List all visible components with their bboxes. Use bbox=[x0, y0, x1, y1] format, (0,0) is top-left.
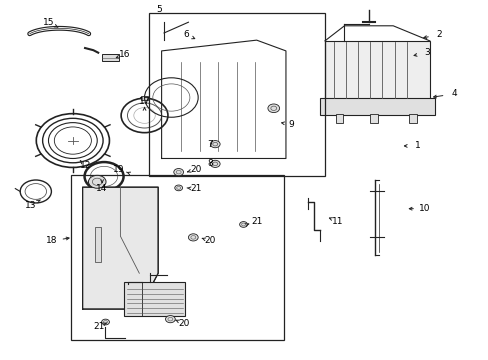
Circle shape bbox=[173, 168, 183, 176]
Text: 21: 21 bbox=[93, 322, 104, 331]
Bar bbox=[149, 13, 325, 176]
Circle shape bbox=[174, 185, 182, 191]
Bar bbox=[141, 96, 148, 100]
Circle shape bbox=[239, 222, 247, 227]
Text: 19: 19 bbox=[113, 165, 124, 174]
Bar bbox=[320, 98, 434, 116]
Text: 12: 12 bbox=[80, 161, 92, 170]
Text: 16: 16 bbox=[119, 50, 130, 59]
Polygon shape bbox=[82, 187, 158, 309]
Bar bbox=[408, 114, 416, 123]
Bar bbox=[95, 226, 101, 262]
Text: 9: 9 bbox=[287, 120, 293, 129]
Text: 2: 2 bbox=[436, 30, 442, 39]
Circle shape bbox=[188, 234, 198, 241]
Circle shape bbox=[267, 104, 279, 113]
Text: 7: 7 bbox=[207, 140, 213, 149]
Text: 8: 8 bbox=[207, 159, 213, 168]
Text: 21: 21 bbox=[190, 184, 201, 193]
Circle shape bbox=[102, 319, 109, 325]
Text: 13: 13 bbox=[25, 201, 37, 210]
Bar bbox=[369, 114, 377, 123]
Text: 14: 14 bbox=[96, 184, 107, 193]
Text: 20: 20 bbox=[204, 237, 216, 246]
Circle shape bbox=[88, 175, 106, 188]
Circle shape bbox=[210, 160, 220, 167]
Text: 10: 10 bbox=[418, 204, 430, 213]
Text: 6: 6 bbox=[183, 30, 188, 39]
Text: 1: 1 bbox=[414, 141, 420, 150]
Text: 15: 15 bbox=[42, 18, 54, 27]
Text: 21: 21 bbox=[250, 217, 262, 226]
Bar bbox=[335, 114, 343, 123]
Text: 3: 3 bbox=[424, 48, 429, 57]
Bar bbox=[71, 175, 283, 339]
Text: 18: 18 bbox=[46, 237, 58, 246]
Text: 4: 4 bbox=[450, 89, 456, 98]
Bar bbox=[124, 282, 185, 316]
Text: 17: 17 bbox=[139, 96, 150, 105]
Text: 5: 5 bbox=[156, 5, 162, 14]
Circle shape bbox=[210, 140, 220, 148]
Circle shape bbox=[165, 316, 175, 323]
Text: 20: 20 bbox=[190, 165, 201, 174]
Text: 11: 11 bbox=[332, 217, 343, 226]
Text: 20: 20 bbox=[178, 319, 189, 328]
Bar bbox=[102, 54, 119, 61]
Bar bbox=[325, 41, 429, 101]
